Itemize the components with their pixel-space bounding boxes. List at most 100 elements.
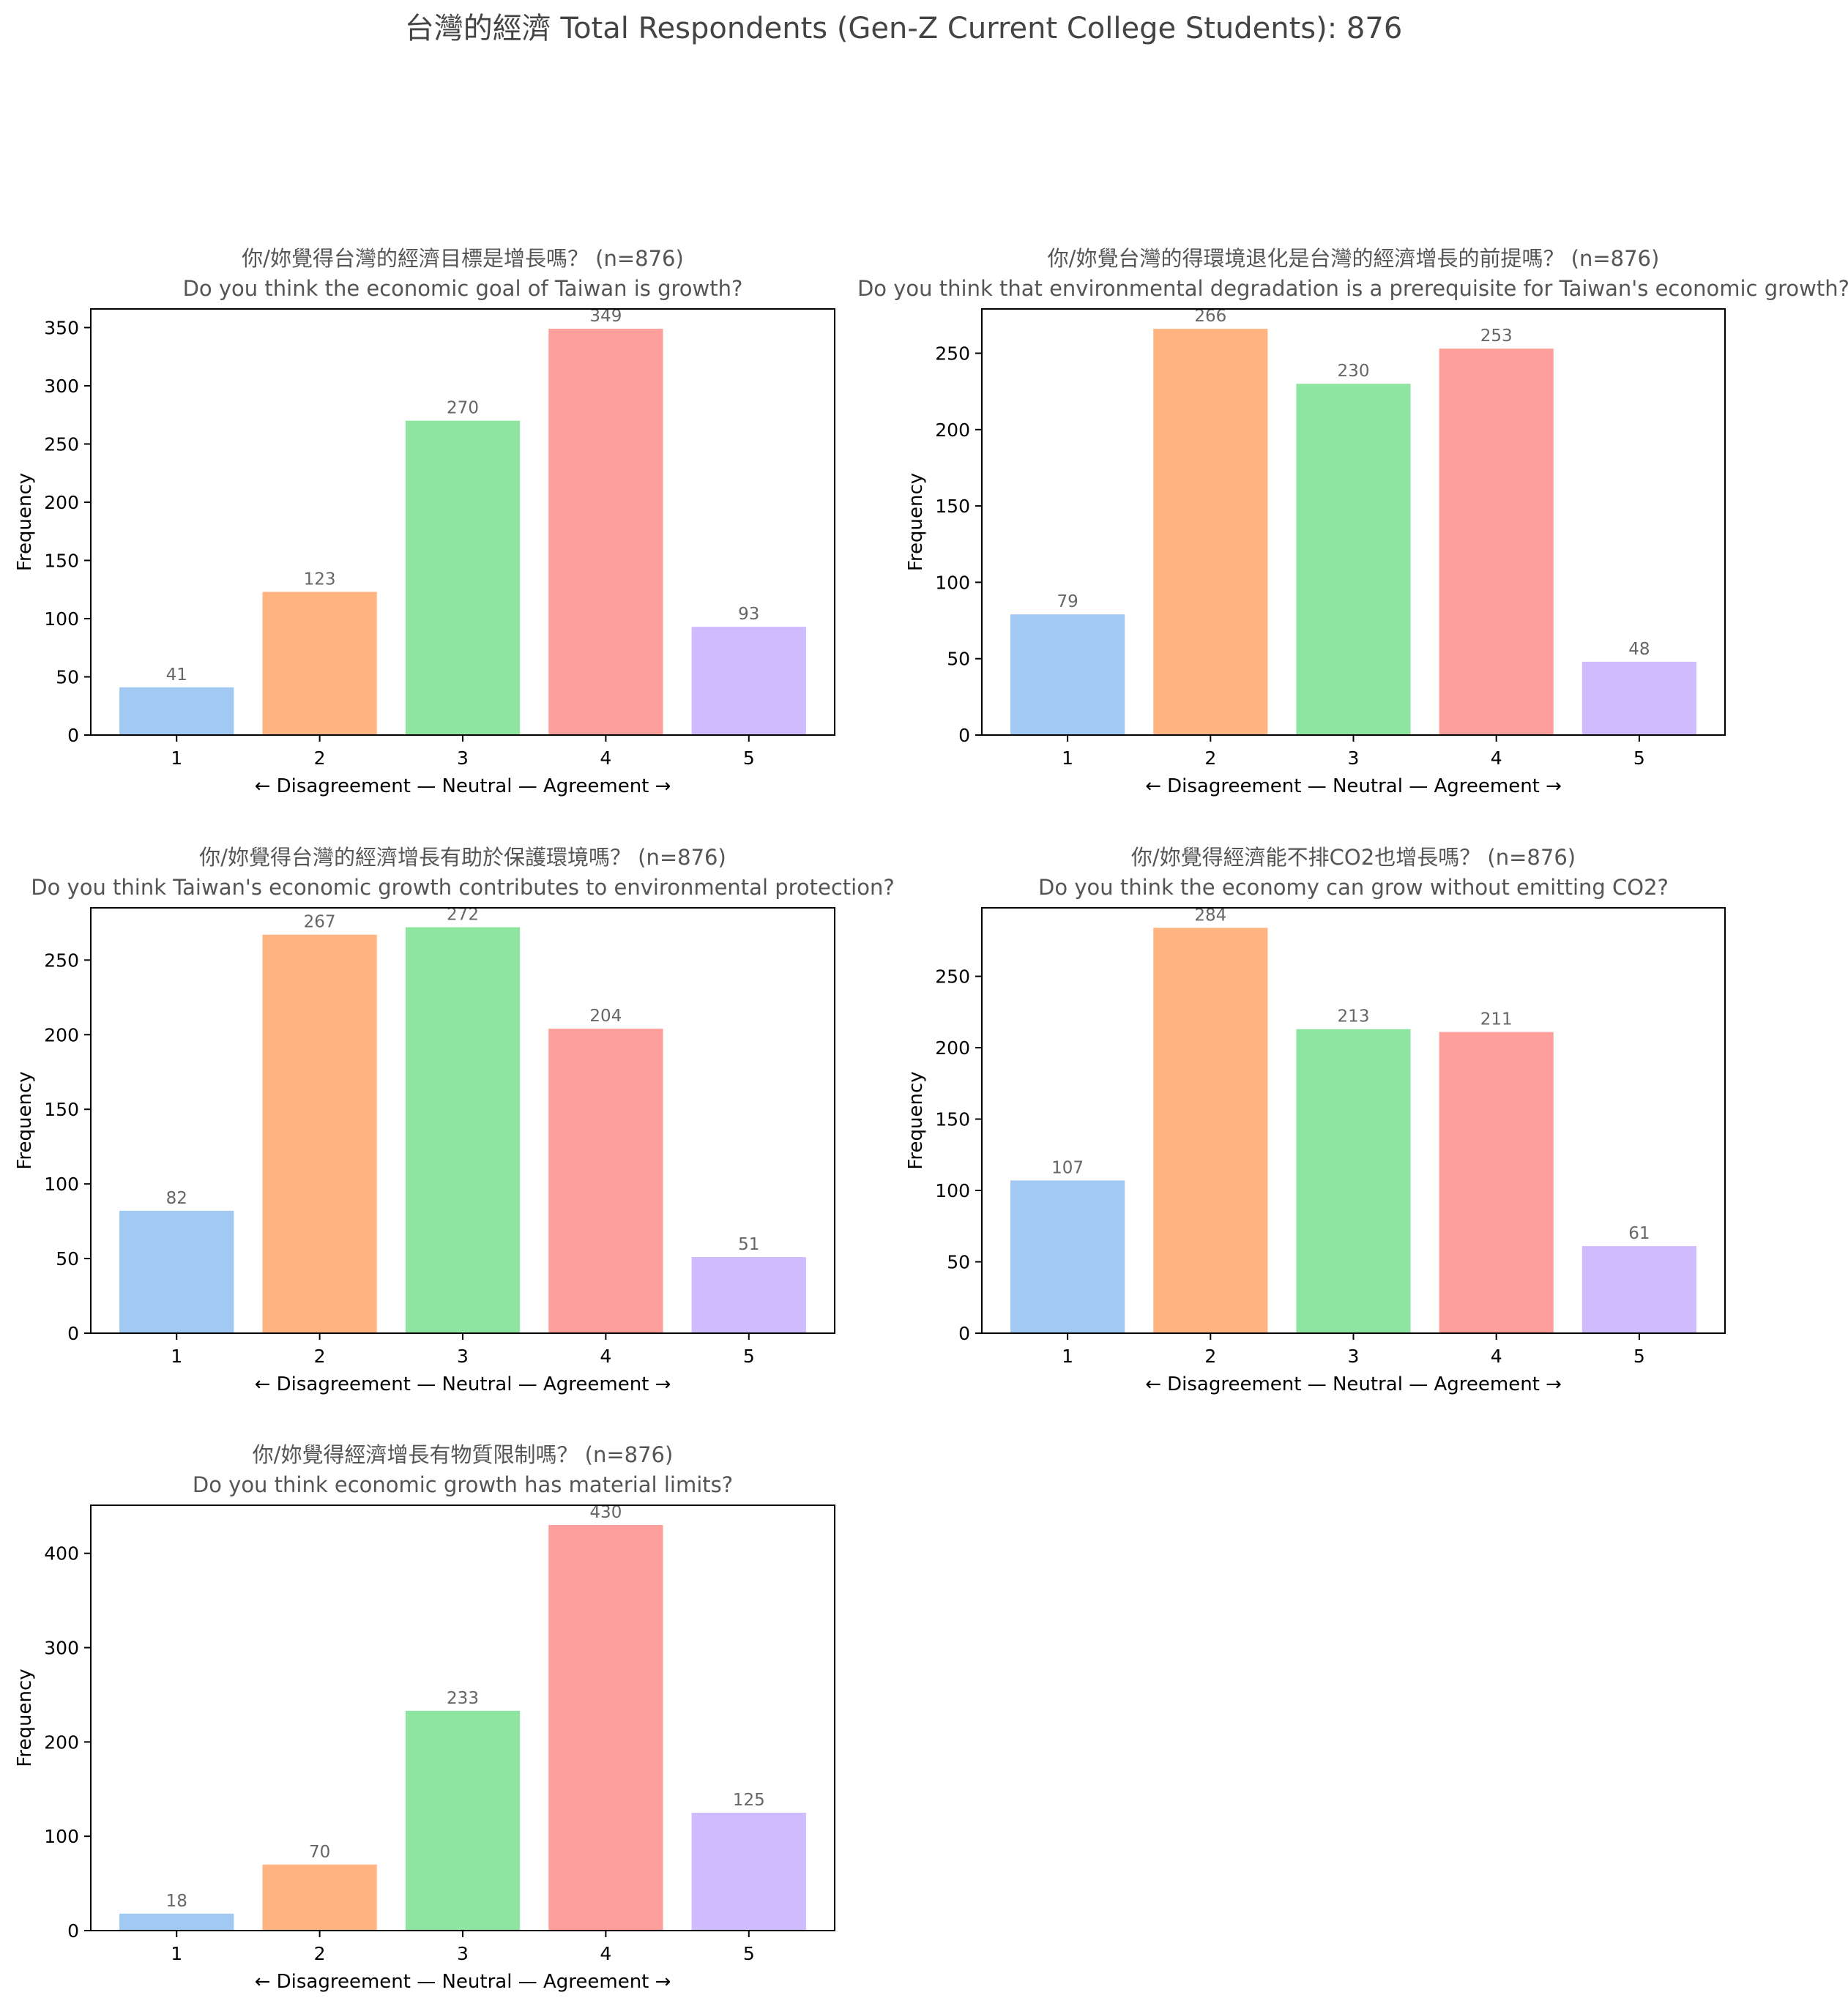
y-tick-label: 300 bbox=[44, 376, 79, 397]
bar-5 bbox=[691, 1812, 806, 1931]
chart-title-en: Do you think the economic goal of Taiwan… bbox=[183, 276, 743, 301]
bar-value-label: 204 bbox=[589, 1007, 622, 1026]
bar-1 bbox=[1010, 614, 1125, 735]
x-axis-label: ← Disagreement — Neutral — Agreement → bbox=[255, 1373, 671, 1395]
bar-value-label: 70 bbox=[309, 1843, 330, 1862]
y-tick-label: 100 bbox=[44, 1826, 79, 1847]
bar-value-label: 93 bbox=[738, 605, 759, 624]
bar-2 bbox=[1153, 329, 1268, 735]
bar-value-label: 61 bbox=[1628, 1224, 1650, 1243]
y-tick-label: 250 bbox=[935, 966, 970, 988]
y-tick-label: 0 bbox=[67, 1920, 79, 1942]
x-tick-label: 2 bbox=[314, 1346, 326, 1367]
bar-value-label: 253 bbox=[1480, 327, 1513, 346]
y-tick-label: 0 bbox=[67, 725, 79, 746]
chart-title-zh: 你/妳覺得台灣的經濟目標是增長嗎？ (n=876) bbox=[242, 246, 684, 271]
x-axis-label: ← Disagreement — Neutral — Agreement → bbox=[1145, 1373, 1562, 1395]
bar-value-label: 107 bbox=[1051, 1158, 1084, 1177]
bar-1 bbox=[119, 1913, 234, 1931]
bar-value-label: 41 bbox=[166, 665, 187, 685]
bar-value-label: 51 bbox=[738, 1235, 759, 1254]
y-tick-label: 0 bbox=[67, 1323, 79, 1344]
y-tick-label: 50 bbox=[947, 649, 970, 670]
x-axis-label: ← Disagreement — Neutral — Agreement → bbox=[255, 1971, 671, 1993]
x-tick-label: 5 bbox=[743, 747, 755, 769]
bar-3 bbox=[405, 420, 521, 735]
bar-value-label: 123 bbox=[304, 570, 336, 589]
y-tick-label: 300 bbox=[44, 1638, 79, 1659]
chart-title-zh: 你/妳覺得經濟增長有物質限制嗎？ (n=876) bbox=[253, 1442, 674, 1467]
bar-2 bbox=[262, 592, 377, 735]
x-axis-label: ← Disagreement — Neutral — Agreement → bbox=[255, 775, 671, 797]
bar-1 bbox=[1010, 1180, 1125, 1333]
y-tick-label: 100 bbox=[44, 608, 79, 630]
bar-5 bbox=[1581, 1246, 1696, 1333]
bar-4 bbox=[548, 329, 663, 735]
bar-2 bbox=[1153, 928, 1268, 1333]
y-tick-label: 200 bbox=[44, 1024, 79, 1045]
y-tick-label: 50 bbox=[947, 1252, 970, 1273]
y-tick-label: 200 bbox=[935, 420, 970, 441]
x-tick-label: 5 bbox=[743, 1346, 755, 1367]
y-tick-label: 200 bbox=[44, 492, 79, 513]
y-tick-label: 350 bbox=[44, 317, 79, 338]
y-tick-label: 250 bbox=[44, 950, 79, 971]
x-tick-label: 2 bbox=[314, 1943, 326, 1964]
x-tick-label: 1 bbox=[1062, 747, 1073, 769]
bar-value-label: 82 bbox=[166, 1189, 187, 1208]
x-axis-label: ← Disagreement — Neutral — Agreement → bbox=[1145, 775, 1562, 797]
x-tick-label: 3 bbox=[457, 1346, 469, 1367]
x-tick-label: 3 bbox=[457, 1943, 469, 1964]
y-tick-label: 200 bbox=[935, 1037, 970, 1059]
x-tick-label: 5 bbox=[1633, 747, 1645, 769]
chart-title-en: Do you think the economy can grow withou… bbox=[1038, 875, 1669, 900]
bar-value-label: 230 bbox=[1338, 362, 1370, 381]
y-tick-label: 100 bbox=[935, 572, 970, 593]
bar-3 bbox=[1296, 384, 1411, 735]
x-tick-label: 2 bbox=[1204, 1346, 1216, 1367]
bar-value-label: 211 bbox=[1480, 1010, 1513, 1029]
chart-title-zh: 你/妳覺台灣的得環境退化是台灣的經濟增長的前提嗎？ (n=876) bbox=[1048, 246, 1660, 271]
y-tick-label: 50 bbox=[56, 666, 79, 687]
x-tick-label: 1 bbox=[171, 1943, 182, 1964]
figure-suptitle: 台灣的經濟 Total Respondents (Gen-Z Current C… bbox=[405, 12, 1403, 45]
subplot-grid: 你/妳覺得台灣的經濟目標是增長嗎？ (n=876) Do you think th… bbox=[14, 246, 1848, 1993]
chart-title-en: Do you think economic growth has materia… bbox=[193, 1472, 733, 1497]
x-tick-label: 2 bbox=[314, 747, 326, 769]
bar-5 bbox=[691, 627, 806, 735]
y-axis-label: Frequency bbox=[14, 473, 36, 571]
y-tick-label: 250 bbox=[44, 433, 79, 455]
bar-value-label: 233 bbox=[447, 1689, 479, 1708]
x-tick-label: 4 bbox=[600, 1943, 611, 1964]
bar-value-label: 266 bbox=[1194, 307, 1226, 326]
x-tick-label: 3 bbox=[1348, 1346, 1360, 1367]
bar-3 bbox=[405, 927, 521, 1333]
y-tick-label: 150 bbox=[935, 1109, 970, 1130]
y-axis-label: Frequency bbox=[14, 1668, 36, 1767]
chart-panel-1: 你/妳覺得台灣的經濟目標是增長嗎？ (n=876) Do you think th… bbox=[14, 246, 835, 797]
bar-value-label: 79 bbox=[1057, 592, 1078, 611]
bar-1 bbox=[119, 1210, 234, 1333]
chart-panel-5: 你/妳覺得經濟增長有物質限制嗎？ (n=876) Do you think eco… bbox=[14, 1442, 835, 1993]
x-tick-label: 5 bbox=[743, 1943, 755, 1964]
y-tick-label: 250 bbox=[935, 343, 970, 364]
chart-title-en: Do you think that environmental degradat… bbox=[857, 276, 1848, 301]
bar-value-label: 18 bbox=[166, 1892, 187, 1911]
x-tick-label: 1 bbox=[171, 747, 182, 769]
y-tick-label: 100 bbox=[935, 1180, 970, 1201]
x-tick-label: 4 bbox=[1491, 747, 1502, 769]
y-tick-label: 150 bbox=[935, 496, 970, 517]
bar-4 bbox=[1439, 1032, 1554, 1333]
bar-4 bbox=[548, 1525, 663, 1931]
y-tick-label: 50 bbox=[56, 1248, 79, 1269]
bar-value-label: 430 bbox=[589, 1503, 622, 1522]
bar-value-label: 213 bbox=[1338, 1007, 1370, 1026]
y-axis-label: Frequency bbox=[14, 1071, 36, 1169]
x-tick-label: 1 bbox=[171, 1346, 182, 1367]
x-tick-label: 4 bbox=[1491, 1346, 1502, 1367]
chart-title-zh: 你/妳覺得經濟能不排CO2也增長嗎？ (n=876) bbox=[1131, 845, 1576, 870]
x-tick-label: 1 bbox=[1062, 1346, 1073, 1367]
bar-5 bbox=[691, 1257, 806, 1333]
y-tick-label: 200 bbox=[44, 1731, 79, 1753]
x-tick-label: 3 bbox=[457, 747, 469, 769]
